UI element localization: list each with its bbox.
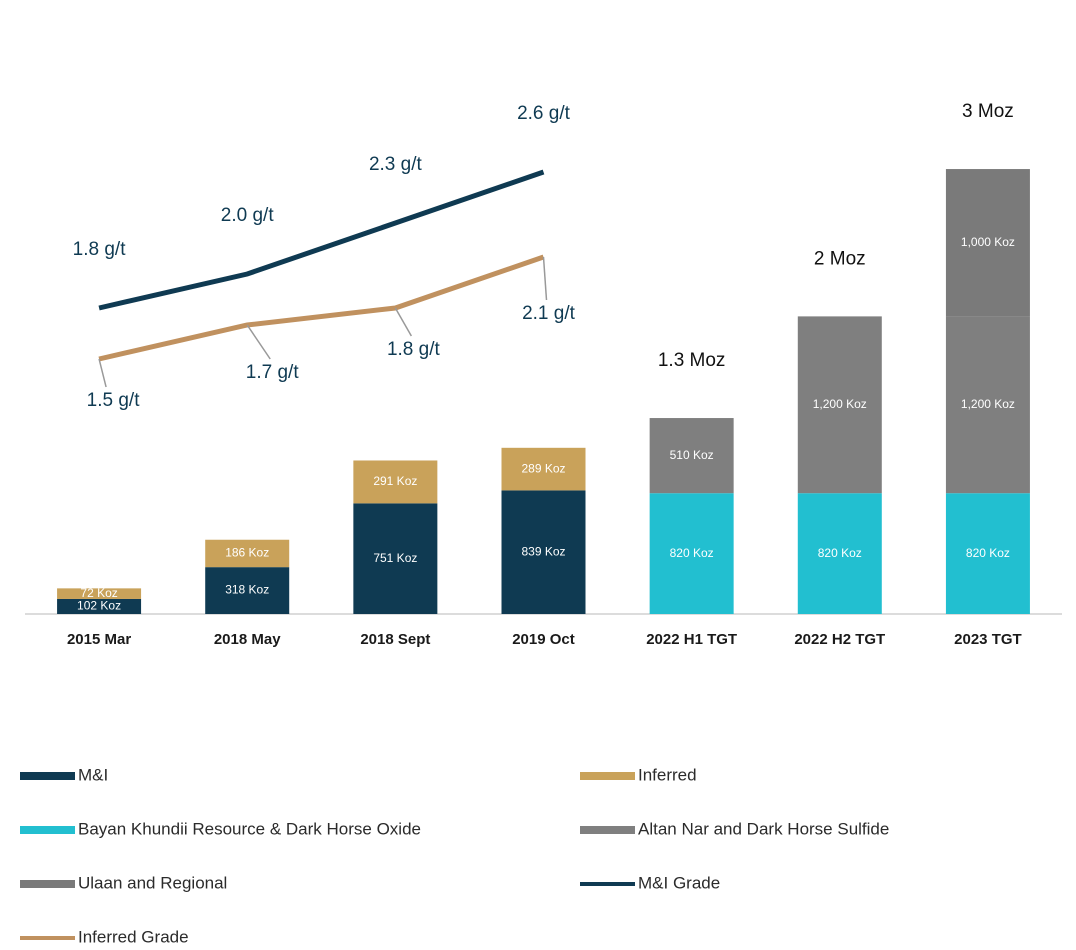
grade-line [98, 169, 545, 311]
legend-swatch [20, 772, 75, 780]
bar-segment [205, 539, 290, 568]
bar-value-label: 1,200 Koz [813, 397, 867, 411]
x-tick-label: 2022 H1 TGT [646, 631, 737, 648]
x-tick-label: 2019 Oct [512, 631, 575, 648]
grade-label: 1.8 g/t [73, 239, 127, 260]
bar-segment [649, 493, 734, 614]
bar-segment [57, 598, 142, 614]
grade-line [98, 254, 545, 362]
grade-label: 2.0 g/t [221, 205, 275, 226]
bar-segment [945, 493, 1030, 614]
bar-segment [353, 503, 438, 614]
grade-label: 1.8 g/t [387, 339, 441, 360]
x-tick-label: 2015 Mar [67, 631, 131, 648]
legend-swatch [20, 826, 75, 834]
legend-label: M&I [78, 765, 108, 784]
bar-value-label: 751 Koz [373, 551, 417, 565]
legend-label: Inferred Grade [78, 927, 189, 946]
leader-line [98, 358, 107, 388]
bar-segment [353, 460, 438, 504]
bar-segment [649, 418, 734, 494]
bar-segment [501, 490, 586, 614]
legend-label: Altan Nar and Dark Horse Sulfide [638, 819, 889, 838]
grade-label: 2.6 g/t [517, 103, 571, 124]
bar-value-label: 820 Koz [670, 546, 714, 560]
bar-value-label: 291 Koz [373, 474, 417, 488]
bar-segment [797, 493, 882, 614]
bar-segment [57, 588, 142, 599]
total-annotation: 2 Moz [814, 248, 866, 269]
bar-value-label: 72 Koz [80, 586, 117, 600]
bar-value-label: 820 Koz [818, 546, 862, 560]
grade-label: 2.1 g/t [522, 303, 576, 324]
x-tick-label: 2018 Sept [360, 631, 430, 648]
total-annotation: 3 Moz [962, 101, 1014, 122]
bar-segment [501, 447, 586, 491]
bar-value-label: 186 Koz [225, 546, 269, 560]
bar-segment [945, 316, 1030, 494]
legend-swatch [20, 880, 75, 888]
bar-value-label: 839 Koz [521, 544, 565, 558]
leader-line [394, 307, 413, 337]
bar-value-label: 318 Koz [225, 583, 269, 597]
legend-swatch [580, 826, 635, 834]
bar-value-label: 1,200 Koz [961, 397, 1015, 411]
grade-label: 1.7 g/t [246, 362, 300, 383]
x-tick-label: 2023 TGT [954, 631, 1022, 648]
legend-swatch [580, 772, 635, 780]
leader-line [246, 324, 271, 360]
legend-label: Bayan Khundii Resource & Dark Horse Oxid… [78, 819, 421, 838]
bar-segment [205, 567, 290, 614]
total-annotation: 1.3 Moz [658, 350, 726, 371]
legend-label: Ulaan and Regional [78, 873, 227, 892]
bar-segment [797, 316, 882, 494]
x-tick-label: 2018 May [214, 631, 281, 648]
x-tick-label: 2022 H2 TGT [794, 631, 885, 648]
legend-label: Inferred [638, 765, 697, 784]
bar-value-label: 820 Koz [966, 546, 1010, 560]
bar-value-label: 1,000 Koz [961, 235, 1015, 249]
grade-label: 2.3 g/t [369, 154, 423, 175]
leader-line [542, 256, 548, 301]
legend-label: M&I Grade [638, 873, 720, 892]
bar-segment [945, 169, 1030, 317]
bar-value-label: 102 Koz [77, 599, 121, 613]
bar-value-label: 510 Koz [670, 448, 714, 462]
bar-value-label: 289 Koz [521, 461, 565, 475]
grade-label: 1.5 g/t [87, 390, 141, 411]
